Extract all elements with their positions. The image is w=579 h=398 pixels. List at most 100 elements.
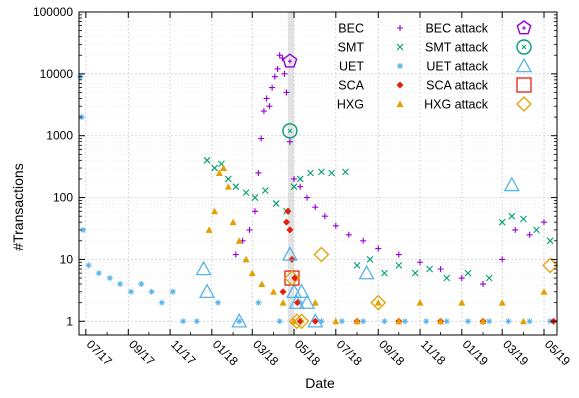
- data-point: [269, 288, 277, 295]
- data-point: [332, 222, 339, 229]
- data-point: [458, 275, 465, 282]
- y-tick-label: 10: [60, 252, 74, 266]
- data-point: [261, 187, 269, 194]
- data-point: [358, 264, 375, 280]
- series-sca: [279, 207, 558, 325]
- data-point: [229, 218, 237, 226]
- data-point: [503, 176, 520, 192]
- data-point: [138, 281, 145, 288]
- data-point: [180, 318, 187, 325]
- legend-label: HXG attack: [424, 98, 489, 112]
- data-point: [298, 294, 316, 309]
- y-tick-label: 100000: [33, 5, 73, 19]
- legend-marker: [397, 25, 403, 31]
- data-point: [311, 299, 319, 306]
- legend-label: SMT attack: [425, 41, 489, 55]
- series-bec-attack: [282, 53, 298, 68]
- data-point: [512, 226, 519, 233]
- data-point: [232, 183, 240, 191]
- data-point: [232, 251, 239, 258]
- legend-label: SCA: [338, 79, 364, 93]
- x-tick-label: 01/18: [210, 337, 241, 368]
- data-point: [215, 169, 223, 176]
- legend-marker: [516, 96, 532, 112]
- data-point: [458, 299, 466, 306]
- data-point: [345, 231, 352, 238]
- data-point: [533, 226, 540, 234]
- legend-label: SMT: [338, 41, 365, 55]
- data-point-center: [287, 128, 293, 134]
- legend-marker: [516, 77, 532, 93]
- data-point: [272, 200, 280, 207]
- data-point: [148, 288, 155, 295]
- data-point: [540, 288, 548, 295]
- data-point: [203, 156, 211, 164]
- series-hxg-attack: [284, 246, 559, 330]
- data-point: [411, 269, 419, 277]
- data-point: [224, 183, 232, 190]
- legend-marker: [515, 57, 533, 73]
- data-point: [276, 52, 283, 59]
- data-point: [95, 270, 102, 277]
- data-point: [224, 175, 232, 183]
- data-point: [260, 108, 267, 115]
- data-point: [318, 318, 325, 325]
- data-point: [508, 212, 516, 220]
- data-point: [231, 312, 248, 328]
- data-point: [479, 317, 487, 325]
- legend-label: UET: [339, 60, 364, 74]
- data-marks: [77, 52, 559, 330]
- data-point: [332, 317, 340, 325]
- data-point: [235, 237, 243, 244]
- data-point: [255, 299, 262, 306]
- x-tick-label: 05/18: [292, 337, 323, 368]
- data-point: [248, 269, 256, 277]
- data-point: [505, 318, 512, 325]
- data-point: [486, 318, 493, 325]
- data-point: [288, 313, 305, 330]
- legend-marker: [516, 39, 532, 55]
- data-point: [342, 168, 349, 176]
- data-point: [283, 89, 290, 96]
- data-point: [464, 269, 472, 277]
- legend-marker-center: [522, 26, 526, 30]
- x-tick-label: 05/19: [542, 337, 573, 368]
- series-uet-attack: [195, 176, 520, 328]
- data-point: [313, 246, 330, 263]
- legend-marker: [396, 81, 404, 89]
- data-point: [205, 226, 213, 233]
- y-axis-ticks: 1 10 100 1000 10000 100000: [33, 5, 557, 328]
- data-point: [426, 265, 434, 273]
- legend-label: BEC: [338, 22, 364, 36]
- data-point: [374, 299, 382, 306]
- data-point: [242, 255, 250, 263]
- data-point: [401, 318, 408, 325]
- data-point: [464, 318, 471, 325]
- data-point: [318, 168, 325, 176]
- series-smt-attack: [282, 123, 298, 139]
- legend-label: HXG: [337, 98, 364, 112]
- data-point: [242, 189, 250, 197]
- data-point: [360, 318, 367, 325]
- data-point: [519, 317, 527, 325]
- data-point: [117, 281, 124, 288]
- data-point: [274, 65, 281, 72]
- data-point: [338, 318, 345, 325]
- data-point: [251, 208, 258, 215]
- data-point: [282, 218, 290, 226]
- data-point: [293, 283, 310, 299]
- data-point: [195, 260, 212, 276]
- y-axis-title: #Transactions: [10, 163, 26, 250]
- data-point: [443, 274, 451, 282]
- data-point: [395, 317, 403, 325]
- x-axis-ticks: 07/17 09/17 11/17 01/18 03/18 05/18 07/18 09/18…: [84, 12, 573, 369]
- data-point: [291, 175, 298, 182]
- data-point: [304, 194, 311, 201]
- data-point: [328, 169, 336, 177]
- data-point: [284, 207, 292, 215]
- data-point: [353, 317, 361, 325]
- data-point: [312, 204, 319, 211]
- data-point: [311, 317, 319, 325]
- data-point: [480, 281, 487, 288]
